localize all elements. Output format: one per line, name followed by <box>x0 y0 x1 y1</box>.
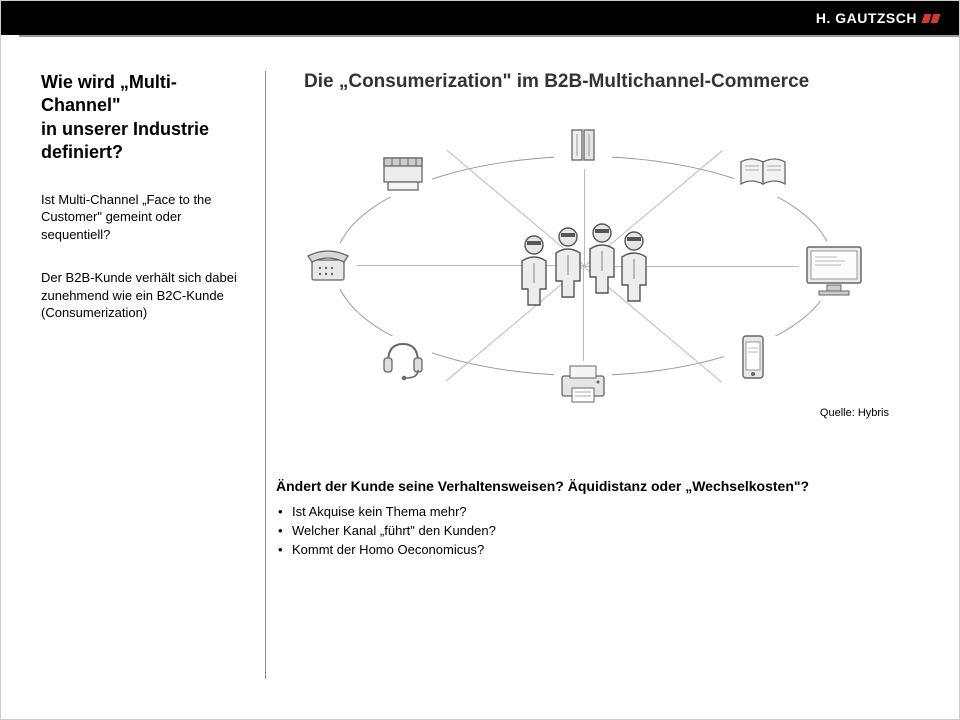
content-area: Wie wird „Multi-Channel" in unserer Indu… <box>41 71 929 679</box>
printer-icon <box>554 361 612 407</box>
diagram-title: Die „Consumerization" im B2B-Multichanne… <box>304 71 929 93</box>
headset-icon <box>374 336 432 382</box>
question-item: Kommt der Homo Oeconomicus? <box>276 540 909 559</box>
diagram-source: Quelle: Hybris <box>820 407 889 419</box>
questions-list: Ist Akquise kein Thema mehr? Welcher Kan… <box>276 502 909 559</box>
people-group <box>514 221 654 311</box>
right-column: Die „Consumerization" im B2B-Multichanne… <box>266 71 929 679</box>
para-line: Ist Multi-Channel „Face to the <box>41 192 212 207</box>
question-item: Welcher Kanal „führt" den Kunden? <box>276 521 909 540</box>
phone-icon <box>299 243 357 289</box>
brand-mark-icon <box>923 14 939 23</box>
smartphone-icon <box>724 336 782 382</box>
para-line: zunehmend wie ein B2C-Kunde <box>41 288 224 303</box>
title-line: definiert? <box>41 142 123 162</box>
shelf-icon <box>554 123 612 169</box>
slide-title: Wie wird „Multi-Channel" in unserer Indu… <box>41 71 247 165</box>
brand-logo: H. GAUTZSCH <box>816 10 939 26</box>
paragraph-1: Ist Multi-Channel „Face to the Customer"… <box>41 191 247 244</box>
book-icon <box>734 151 792 197</box>
channel-diagram <box>304 111 864 421</box>
monitor-icon <box>799 241 869 301</box>
person-icon <box>614 229 654 303</box>
left-column: Wie wird „Multi-Channel" in unserer Indu… <box>41 71 266 679</box>
para-line: sequentiell? <box>41 227 110 242</box>
header-rule <box>19 35 959 37</box>
para-line: Customer" gemeint oder <box>41 209 181 224</box>
store-icon <box>374 151 432 197</box>
paragraph-2: Der B2B-Kunde verhält sich dabei zunehme… <box>41 269 247 322</box>
title-line: Wie wird „Multi-Channel" <box>41 72 177 115</box>
header-bar: H. GAUTZSCH <box>1 1 959 35</box>
question-item: Ist Akquise kein Thema mehr? <box>276 502 909 521</box>
slide: H. GAUTZSCH Wie wird „Multi-Channel" in … <box>0 0 960 720</box>
brand-text: H. GAUTZSCH <box>816 10 917 26</box>
questions-heading: Ändert der Kunde seine Verhaltensweisen?… <box>276 478 909 494</box>
para-line: Der B2B-Kunde verhält sich dabei <box>41 270 237 285</box>
title-line: in unserer Industrie <box>41 119 209 139</box>
para-line: (Consumerization) <box>41 305 147 320</box>
questions-block: Ändert der Kunde seine Verhaltensweisen?… <box>276 478 909 559</box>
